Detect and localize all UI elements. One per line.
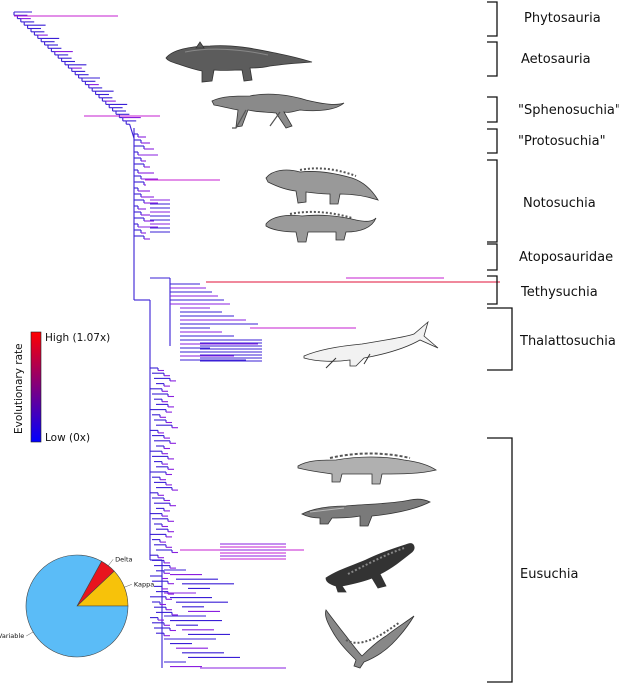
rate-legend: High (1.07x) Low (0x) Evolutionary rate [13,331,110,444]
bracket-atoposauridae [487,243,498,271]
clade-label-protosuchia: "Protosuchia" [518,134,606,149]
notosuchian-silhouette-2 [265,210,377,243]
pie-leader-delta [108,559,114,566]
clade-labels: Phytosauria Aetosauria "Sphenosuchia" "P… [518,11,619,582]
bracket-protosuchia [487,128,498,154]
pie-label-variable: Variable [0,632,24,640]
bracket-phytosauria [487,1,498,37]
thalattosuchian-silhouette [303,320,439,369]
pie-leader-variable [26,631,34,637]
phylogenetic-tree [13,11,500,669]
rate-color-bar [30,331,42,443]
legend-high-label: High (1.07x) [45,332,110,344]
legend-title: Evolutionary rate [13,343,25,434]
tree-branch [129,124,135,139]
clade-label-sphenosuchia: "Sphenosuchia" [518,103,619,118]
bracket-sphenosuchia [487,96,498,123]
aetosaur-silhouette [165,41,313,83]
bracket-aetosauria [487,41,498,77]
gharial-silhouette [325,609,415,669]
sphenosuchian-silhouette [211,93,345,129]
pie-slice-variable [25,554,129,658]
clade-label-phytosauria: Phytosauria [524,11,601,26]
clade-brackets [487,1,513,683]
crocodile-silhouette [297,452,437,485]
model-pie-chart: Variable Delta Kappa [0,554,154,658]
silhouettes [165,41,439,669]
bracket-notosuchia [487,159,498,243]
pie-label-kappa: Kappa [134,580,154,588]
pie-label-delta: Delta [115,555,132,563]
clade-label-aetosauria: Aetosauria [521,52,591,67]
clade-label-eusuchia: Eusuchia [520,567,578,582]
tomistoma-silhouette [301,498,431,527]
clade-label-tethysuchia: Tethysuchia [520,285,598,300]
pie-leader-kappa [124,584,132,588]
alligator-silhouette [325,543,415,593]
bracket-eusuchia [487,437,513,683]
notosuchian-silhouette-1 [265,167,379,205]
bracket-thalattosuchia [487,307,513,371]
clade-label-atoposauridae: Atoposauridae [519,250,613,265]
bracket-tethysuchia [487,275,498,305]
clade-label-thalattosuchia: Thalattosuchia [519,334,616,349]
clade-label-notosuchia: Notosuchia [523,196,596,211]
legend-low-label: Low (0x) [45,432,90,444]
